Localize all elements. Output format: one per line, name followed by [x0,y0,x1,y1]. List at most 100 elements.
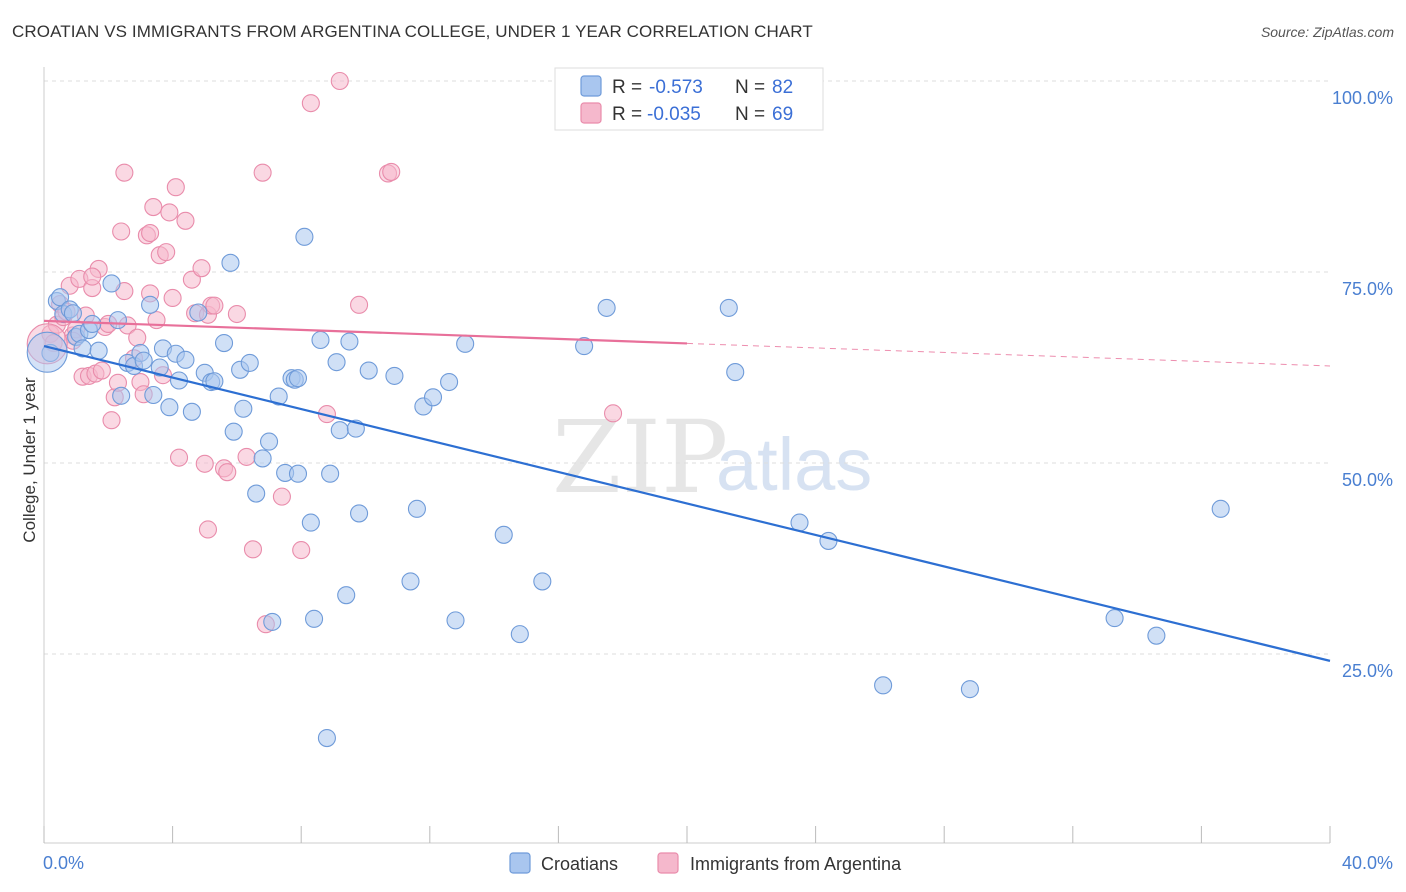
chart-source: Source: ZipAtlas.com [1260,24,1394,40]
legend-swatch-argentina [580,102,602,124]
trend-line-dashed-argentina [686,342,1331,367]
y-tick-label-100: 100.0% [1332,88,1393,108]
point-large-croatians-0 [26,331,68,373]
point-argentina-19 [102,411,121,430]
point-croatians-27 [182,402,201,421]
point-croatians-65 [423,388,443,407]
point-argentina-45 [195,454,214,473]
chart-title: CROATIAN VS IMMIGRANTS FROM ARGENTINA CO… [12,22,813,41]
point-croatians-48 [295,227,314,246]
point-argentina-44 [192,259,211,278]
point-argentina-65 [604,404,623,423]
trend-line-croatians [43,345,1331,662]
legend-n-value-2: 69 [772,104,793,125]
point-croatians-73 [597,298,616,317]
point-croatians-26 [176,350,195,369]
point-croatians-5 [63,304,82,323]
point-croatians-77 [819,531,838,550]
x-tick-label-min: 0.0% [43,853,84,873]
point-argentina-17 [92,361,111,380]
legend-top: R = -0.573 N = 82 R = -0.035 N = 69 [554,67,824,131]
point-croatians-14 [112,386,131,405]
legend-bottom: Croatians Immigrants from Argentina [509,852,902,874]
point-croatians-52 [317,728,336,748]
point-argentina-40 [169,448,189,467]
point-argentina-27 [128,328,147,347]
point-croatians-54 [327,353,346,372]
legend-n-label-1: N = [735,77,765,98]
point-croatians-79 [960,680,979,699]
point-croatians-59 [350,504,369,523]
y-axis-title: College, Under 1 year [20,377,39,543]
point-argentina-52 [227,304,246,324]
point-croatians-42 [269,387,288,406]
point-argentina-48 [198,520,218,539]
point-croatians-34 [224,422,243,441]
point-croatians-31 [205,372,224,391]
point-croatians-56 [337,586,356,605]
point-croatians-50 [305,609,324,628]
point-croatians-38 [247,484,266,503]
point-argentina-32 [144,198,163,217]
trend-lines [43,319,1331,662]
legend-r-label-2: R = [612,104,642,125]
point-argentina-66 [83,267,102,286]
point-croatians-45 [288,464,308,483]
point-croatians-66 [440,372,459,392]
bottom-legend-swatch-argentina [657,852,679,874]
point-croatians-75 [726,363,745,382]
legend-n-label-2: N = [735,104,765,125]
point-argentina-41 [176,211,195,230]
point-croatians-21 [150,358,169,377]
point-argentina-37 [160,203,179,222]
watermark-atlas: atlas [716,423,872,506]
point-argentina-51 [218,463,237,482]
point-croatians-12 [102,274,121,293]
point-croatians-41 [263,612,282,631]
point-croatians-49 [301,513,320,532]
point-croatians-32 [214,334,234,353]
point-argentina-58 [292,541,311,560]
point-argentina-64 [382,162,401,181]
point-argentina-55 [253,163,272,182]
point-croatians-33 [221,253,240,272]
trend-line-argentina [43,319,688,345]
point-croatians-68 [456,334,475,353]
point-croatians-71 [533,572,552,591]
legend-r-value-2: -0.035 [647,104,701,125]
legend-r-label-1: R = [612,77,642,98]
point-croatians-39 [253,449,272,468]
point-croatians-23 [160,398,179,417]
point-argentina-61 [330,71,349,91]
point-argentina-36 [157,243,176,262]
point-croatians-36 [234,399,253,418]
point-croatians-55 [330,421,349,440]
point-croatians-40 [259,432,279,451]
bottom-legend-swatch-croatians [509,852,531,874]
bottom-legend-label-argentina: Immigrants from Argentina [690,854,902,874]
point-croatians-82 [1211,499,1230,518]
point-croatians-81 [1147,626,1166,645]
point-croatians-78 [874,676,893,695]
point-croatians-67 [446,611,465,630]
point-croatians-53 [321,464,340,483]
legend-swatch-croatians [580,75,602,97]
point-croatians-69 [494,525,513,544]
y-tick-label-25: 25.0% [1342,661,1393,681]
bottom-legend-label-croatians: Croatians [541,854,618,874]
point-argentina-62 [350,295,369,314]
point-argentina-53 [237,447,256,466]
point-croatians-28 [189,303,208,322]
point-argentina-38 [163,288,182,308]
point-croatians-70 [510,625,529,644]
point-argentina-49 [205,296,224,315]
point-croatians-63 [407,499,426,518]
point-argentina-25 [115,163,134,182]
point-croatians-13 [108,311,127,330]
legend-n-value-1: 82 [772,77,793,98]
point-croatians-37 [240,353,259,372]
point-croatians-19 [141,295,160,314]
point-croatians-20 [144,385,163,405]
x-tick-label-max: 40.0% [1342,853,1393,873]
